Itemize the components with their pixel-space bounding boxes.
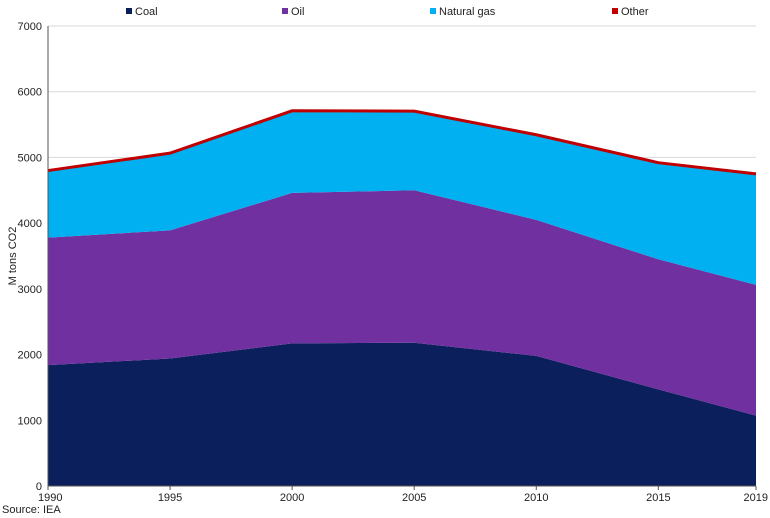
legend-swatch-other bbox=[612, 8, 618, 14]
legend-label: Coal bbox=[135, 6, 158, 18]
y-tick-label: 5000 bbox=[18, 152, 42, 164]
legend-label: Oil bbox=[291, 6, 304, 18]
y-tick-label: 7000 bbox=[18, 21, 42, 33]
series-area-natural-gas bbox=[48, 112, 756, 285]
y-tick-label: 0 bbox=[36, 481, 42, 493]
x-tick-label: 2010 bbox=[524, 492, 548, 504]
series-area-other bbox=[47, 109, 757, 176]
x-tick-label: 1995 bbox=[158, 492, 182, 504]
x-tick-labels: 1990 1995 2000 2005 2010 2015 2019 bbox=[38, 486, 768, 504]
x-tick-label: 2000 bbox=[280, 492, 304, 504]
legend-swatch-oil bbox=[282, 8, 288, 14]
legend-swatch-coal bbox=[126, 8, 132, 14]
y-tick-label: 4000 bbox=[18, 218, 42, 230]
y-axis-label: M tons CO2 bbox=[7, 227, 19, 286]
y-tick-labels: 0 1000 2000 3000 4000 5000 6000 7000 bbox=[18, 21, 42, 493]
x-tick-label: 2015 bbox=[646, 492, 670, 504]
axes bbox=[47, 26, 756, 487]
legend-swatch-natural-gas bbox=[430, 8, 436, 14]
x-tick-label: 1990 bbox=[38, 492, 62, 504]
series-areas bbox=[47, 109, 757, 486]
legend-label: Natural gas bbox=[439, 6, 496, 18]
y-tick-label: 1000 bbox=[18, 415, 42, 427]
legend: Coal Oil Natural gas Other bbox=[126, 6, 649, 18]
y-tick-label: 6000 bbox=[18, 87, 42, 99]
legend-label: Other bbox=[621, 6, 649, 18]
y-tick-label: 2000 bbox=[18, 350, 42, 362]
series-area-oil bbox=[48, 190, 756, 416]
x-tick-label: 2005 bbox=[402, 492, 426, 504]
x-tick-label: 2019 bbox=[744, 492, 768, 504]
y-tick-label: 3000 bbox=[18, 284, 42, 296]
source-note: Source: IEA bbox=[2, 504, 61, 516]
series-area-coal bbox=[48, 342, 756, 486]
